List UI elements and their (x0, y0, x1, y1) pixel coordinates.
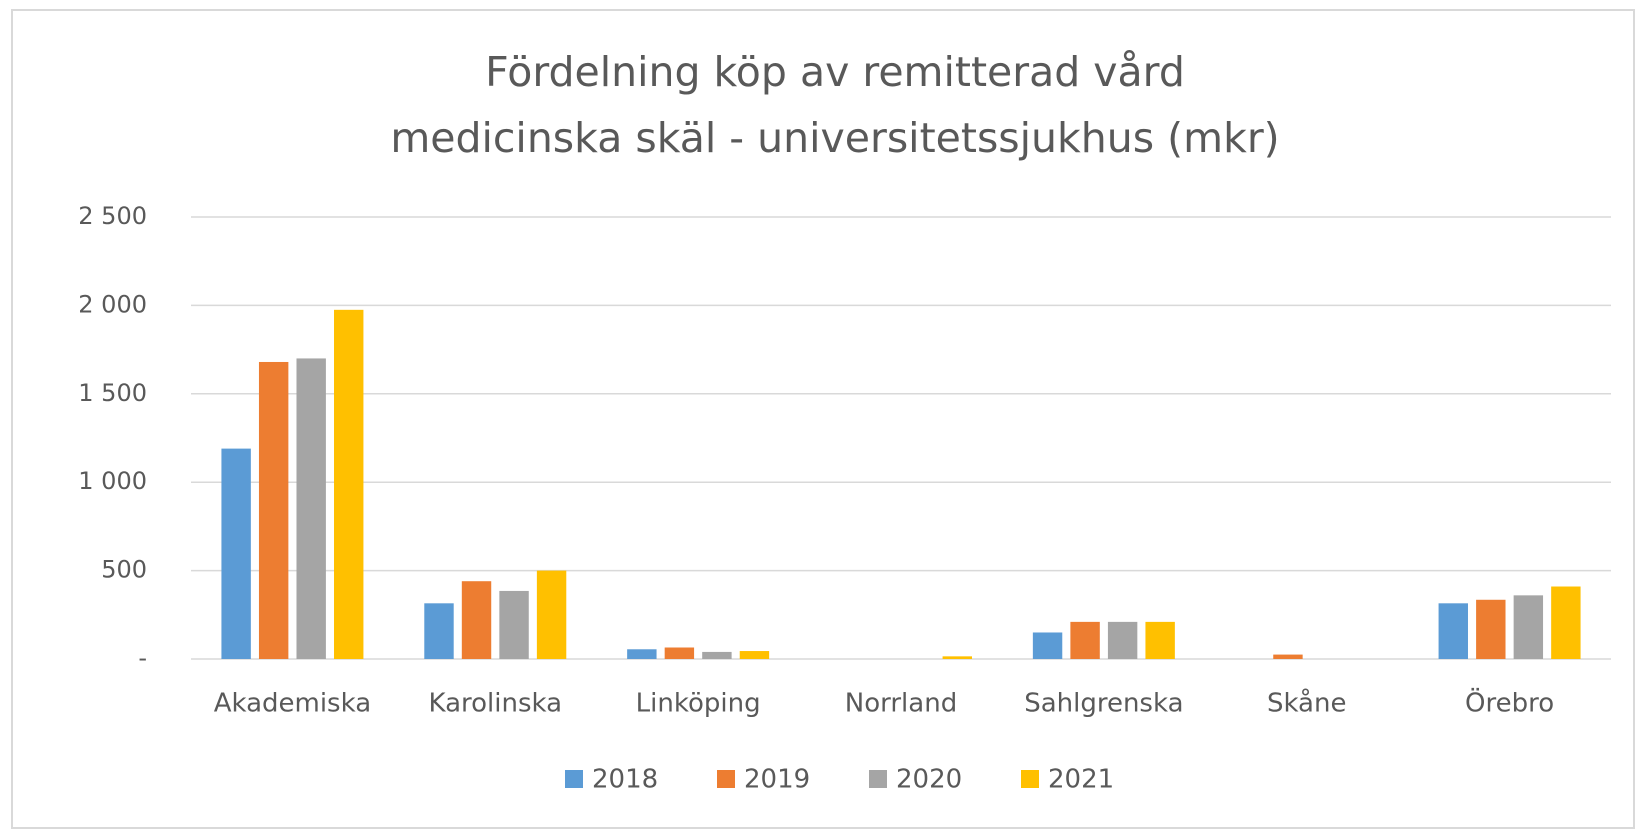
bar (739, 651, 770, 659)
x-tick-label: Linköping (636, 689, 761, 719)
bar (702, 651, 732, 659)
y-tick-label: 500 (101, 556, 147, 584)
y-tick-label: 1 500 (78, 379, 147, 407)
bar (334, 309, 364, 659)
bar (536, 570, 567, 659)
legend-label: 2019 (744, 765, 810, 795)
y-tick-label: - (138, 644, 147, 672)
x-tick-label: Örebro (1465, 687, 1554, 719)
bar (1551, 586, 1581, 659)
x-tick-label: Norrland (845, 689, 957, 719)
y-tick-label: 2 500 (78, 202, 147, 230)
bar (1070, 621, 1100, 659)
legend-swatch (869, 770, 887, 788)
bar (461, 581, 492, 659)
legend-label: 2018 (592, 765, 658, 795)
legend-swatch (1021, 770, 1039, 788)
chart-title: Fördelning köp av remitterad vård (485, 48, 1185, 96)
legend-swatch (717, 770, 735, 788)
bar (296, 358, 326, 659)
y-tick-label: 2 000 (78, 290, 147, 318)
bar (627, 649, 657, 659)
bar (1032, 632, 1063, 659)
legend-swatch (565, 770, 583, 788)
bar (664, 647, 695, 659)
legend-label: 2021 (1048, 765, 1114, 795)
bar (1438, 603, 1468, 659)
x-tick-label: Akademiska (214, 689, 371, 719)
chart-title: medicinska skäl - universitetssjukhus (m… (390, 114, 1279, 162)
legend-label: 2020 (896, 765, 962, 795)
bar (1476, 599, 1506, 659)
bar (499, 590, 529, 659)
bar (942, 656, 972, 659)
bar (258, 361, 289, 659)
bar (1107, 621, 1138, 659)
bar (1513, 595, 1544, 659)
bar (221, 448, 251, 659)
y-tick-label: 1 000 (78, 467, 147, 495)
bar (424, 603, 454, 659)
bar (1273, 654, 1303, 659)
x-tick-label: Karolinska (429, 689, 563, 719)
x-tick-label: Sahlgrenska (1024, 689, 1183, 719)
bar (1145, 621, 1175, 659)
x-tick-label: Skåne (1267, 688, 1347, 719)
